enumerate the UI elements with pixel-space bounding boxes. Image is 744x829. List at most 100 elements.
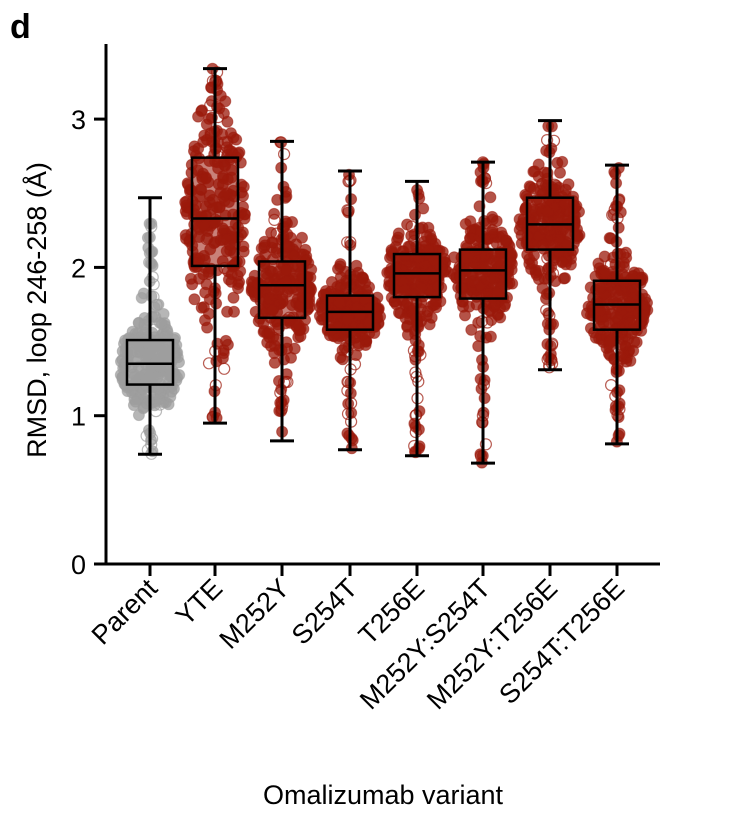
data-point bbox=[200, 278, 213, 291]
data-point bbox=[230, 133, 243, 146]
violin-group bbox=[381, 179, 454, 459]
outlier-point bbox=[274, 396, 287, 409]
iqr-box bbox=[458, 248, 508, 300]
data-point bbox=[617, 260, 630, 273]
x-tick-label: YTE bbox=[170, 573, 228, 631]
data-point bbox=[237, 245, 250, 258]
outlier-point bbox=[218, 136, 231, 149]
violin-group bbox=[313, 168, 387, 455]
outlier-point bbox=[218, 362, 231, 375]
outlier-point bbox=[279, 239, 292, 252]
data-point bbox=[334, 260, 347, 273]
outlier-point bbox=[341, 407, 355, 420]
outlier-point bbox=[541, 353, 554, 366]
data-point bbox=[465, 323, 478, 336]
x-tick-label: Parent bbox=[86, 573, 164, 651]
data-point bbox=[523, 257, 536, 270]
data-point bbox=[234, 265, 247, 278]
data-point bbox=[609, 167, 622, 180]
iqr-box bbox=[257, 260, 307, 320]
data-point bbox=[155, 317, 168, 330]
data-point bbox=[129, 395, 142, 408]
data-point bbox=[197, 301, 210, 314]
data-point bbox=[146, 310, 159, 323]
data-point bbox=[334, 351, 347, 364]
data-point bbox=[556, 155, 569, 168]
y-tick-label: 0 bbox=[71, 550, 86, 580]
violin-group bbox=[114, 196, 186, 460]
outlier-point bbox=[546, 267, 560, 280]
iqr-box bbox=[392, 252, 442, 299]
data-point bbox=[464, 215, 477, 228]
data-point bbox=[612, 429, 625, 442]
y-tick-label: 3 bbox=[71, 105, 86, 135]
outlier-point bbox=[474, 449, 488, 463]
data-point bbox=[409, 208, 421, 221]
outlier-point bbox=[408, 234, 421, 247]
data-point bbox=[484, 191, 497, 204]
outlier-point bbox=[278, 148, 291, 161]
x-axis-title: Omalizumab variant bbox=[263, 780, 504, 810]
data-point bbox=[598, 250, 611, 263]
data-point bbox=[180, 232, 192, 245]
data-point bbox=[420, 230, 433, 242]
data-point bbox=[179, 196, 192, 209]
outlier-point bbox=[409, 350, 422, 363]
data-point bbox=[534, 184, 547, 197]
data-point bbox=[165, 385, 178, 398]
outlier-point bbox=[478, 172, 492, 185]
data-point bbox=[146, 245, 159, 258]
data-point bbox=[475, 225, 488, 238]
data-point bbox=[545, 120, 558, 133]
data-point bbox=[506, 277, 519, 290]
outlier-point bbox=[407, 344, 420, 357]
data-point bbox=[374, 310, 387, 323]
outlier-point bbox=[153, 398, 167, 411]
outlier-point bbox=[609, 390, 622, 403]
y-ticks: 0 1 2 3 bbox=[71, 105, 106, 580]
iqr-box bbox=[125, 338, 175, 386]
x-tick-label: M252Y bbox=[214, 573, 296, 655]
data-point bbox=[188, 293, 201, 306]
data-point bbox=[357, 272, 370, 285]
data-point bbox=[334, 271, 347, 284]
data-point bbox=[296, 231, 308, 244]
outlier-point bbox=[341, 345, 354, 358]
violin-group bbox=[245, 136, 318, 443]
outlier-point bbox=[147, 278, 160, 291]
outlier-point bbox=[540, 134, 554, 147]
outlier-point bbox=[414, 348, 427, 361]
outlier-point bbox=[341, 204, 354, 217]
data-point bbox=[484, 330, 497, 343]
data-point bbox=[603, 335, 616, 348]
outlier-point bbox=[341, 384, 354, 397]
outlier-point bbox=[206, 74, 219, 88]
outlier-point bbox=[341, 236, 354, 249]
data-point bbox=[225, 275, 238, 288]
violin-group bbox=[447, 156, 519, 469]
data-point bbox=[492, 309, 504, 321]
outlier-point bbox=[212, 110, 225, 124]
outlier-point bbox=[546, 337, 559, 350]
data-point bbox=[219, 95, 232, 108]
panel-label: d bbox=[10, 8, 31, 46]
x-tick-label: S254T bbox=[286, 573, 363, 650]
data-point bbox=[556, 256, 569, 269]
iqr-box bbox=[190, 156, 240, 268]
data-point bbox=[554, 166, 566, 179]
data-point bbox=[523, 180, 536, 193]
data-point bbox=[258, 235, 271, 248]
outlier-point bbox=[278, 376, 291, 389]
data-point bbox=[352, 284, 364, 297]
x-ticks: Parent YTEM252YS254TT256EM252Y:S254TM252Y… bbox=[86, 564, 630, 715]
outlier-point bbox=[613, 403, 626, 416]
data-point bbox=[532, 158, 545, 171]
violin-group bbox=[581, 162, 654, 448]
data-point bbox=[270, 246, 283, 259]
outlier-point bbox=[608, 203, 621, 216]
data-point bbox=[536, 282, 549, 295]
data-point bbox=[313, 310, 326, 322]
outlier-point bbox=[147, 290, 160, 303]
data-point bbox=[227, 291, 240, 304]
